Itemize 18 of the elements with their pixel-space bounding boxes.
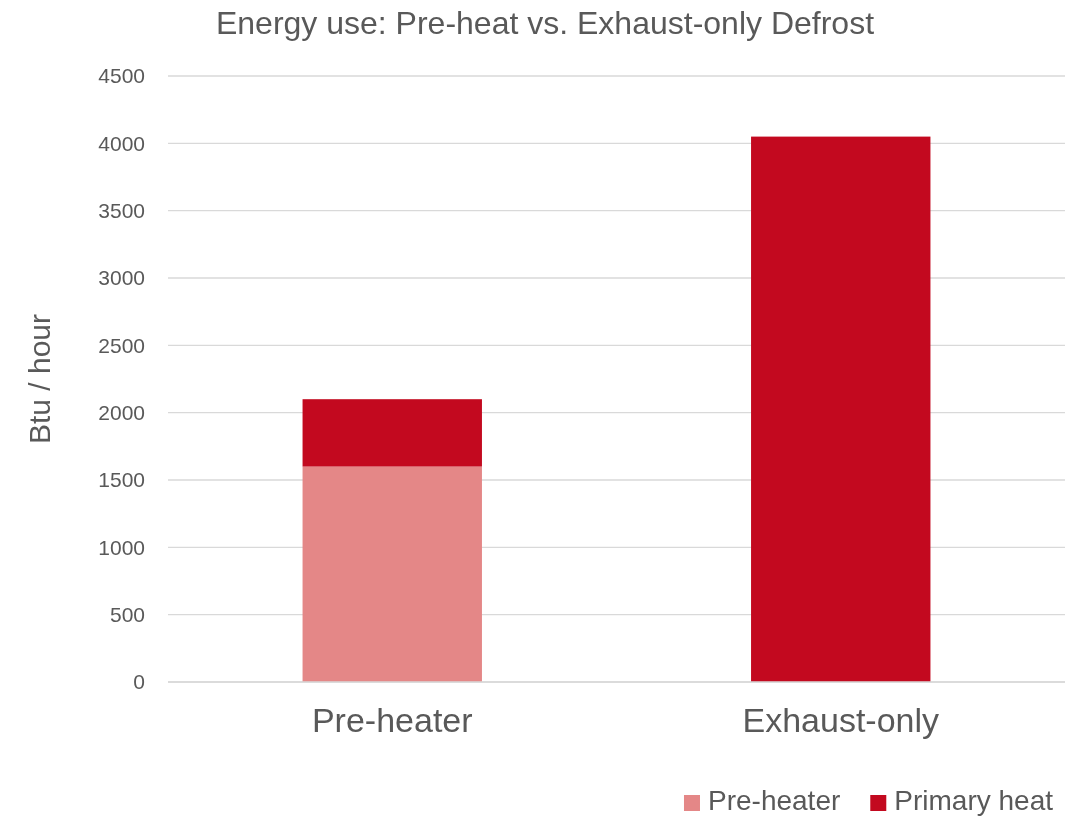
legend-label: Pre-heater: [707, 785, 841, 816]
y-tick-label: 2000: [98, 400, 145, 424]
y-tick-label: 3000: [98, 266, 145, 290]
x-tick-label: Exhaust-only: [742, 701, 940, 740]
chart-title: Energy use: Pre-heat vs. Exhaust-only Defrost: [215, 5, 875, 41]
legend-label: Primary heat: [894, 785, 1054, 816]
bar: [302, 466, 482, 682]
y-tick-label: 1500: [98, 468, 145, 492]
y-tick-label: 2500: [98, 333, 145, 357]
y-tick-label: 500: [109, 602, 145, 626]
y-tick-label: 3500: [98, 198, 145, 222]
y-tick-label: 0: [133, 670, 145, 694]
y-tick-label: 1000: [98, 535, 145, 559]
bar: [302, 399, 482, 467]
bar: [751, 136, 931, 682]
y-tick-label: 4500: [98, 64, 145, 88]
y-axis-title: Btu / hour: [23, 313, 56, 445]
y-tick-label: 4000: [98, 131, 145, 155]
